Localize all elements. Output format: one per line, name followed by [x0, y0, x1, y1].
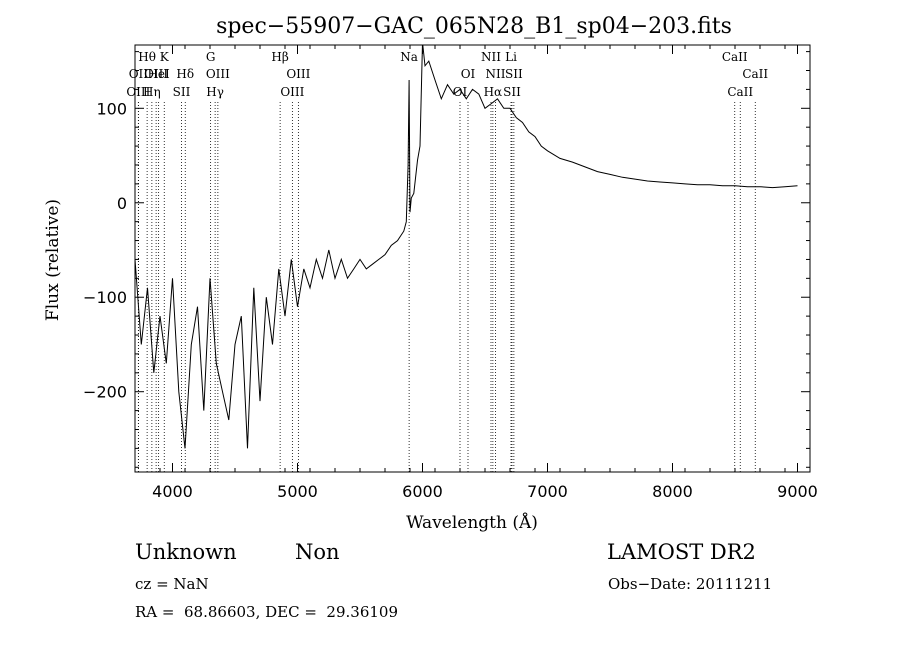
- survey-label: LAMOST DR2: [607, 540, 756, 564]
- line-label: OIII: [206, 67, 230, 81]
- spectrum-series: [135, 45, 798, 449]
- line-label: CaII: [742, 67, 768, 81]
- obs-date-label: Obs−Date: 20111211: [608, 575, 773, 593]
- line-label: OII: [129, 67, 149, 81]
- line-label: OIII: [286, 67, 310, 81]
- line-label: OIII: [144, 67, 168, 81]
- line-label: OIII: [126, 85, 150, 99]
- line-label: NII: [481, 50, 501, 64]
- chart-title: spec−55907−GAC_065N28_B1_sp04−203.fits: [216, 14, 732, 39]
- plot-area: 4000 5000 6000 7000 8000 9000 −200 −100 0 100 Hθ OI…: [83, 44, 818, 501]
- line-label: OIII: [280, 85, 304, 99]
- radec-label: RA = 68.86603, DEC = 29.36109: [135, 603, 399, 621]
- line-label: Hγ: [206, 85, 224, 99]
- line-label: OI: [461, 67, 476, 81]
- x-tick-label: 6000: [402, 482, 443, 501]
- line-label: SII: [505, 67, 523, 81]
- line-label: CaII: [727, 85, 753, 99]
- line-label: Li: [505, 50, 517, 64]
- y-tick-label: −200: [83, 383, 127, 402]
- y-axis-label: Flux (relative): [43, 199, 63, 321]
- x-tick-label: 4000: [152, 482, 193, 501]
- subclass-label: Non: [295, 540, 340, 564]
- line-label: Hβ: [271, 50, 288, 64]
- x-tick-label: 7000: [527, 482, 568, 501]
- line-label: SII: [503, 85, 521, 99]
- line-label: NII: [486, 67, 506, 81]
- line-label: Na: [400, 50, 418, 64]
- line-label: Hθ: [138, 50, 156, 64]
- y-tick-label: 100: [96, 99, 127, 118]
- line-label: CaII: [722, 50, 748, 64]
- line-label: SII: [173, 85, 191, 99]
- x-tick-label: 8000: [652, 482, 693, 501]
- line-label: Hδ: [176, 67, 194, 81]
- line-label: HeI: [147, 67, 170, 81]
- y-tick-label: −100: [83, 288, 127, 307]
- class-label: Unknown: [135, 540, 237, 564]
- line-label: G: [206, 50, 216, 64]
- x-tick-label: 5000: [277, 482, 318, 501]
- cz-label: cz = NaN: [135, 575, 209, 593]
- plot-frame: [134, 44, 811, 473]
- x-tick-label: 9000: [777, 482, 818, 501]
- x-axis-label: Wavelength (Å): [406, 512, 538, 533]
- line-label: Hη: [143, 85, 161, 99]
- line-label: Hα: [484, 85, 503, 99]
- y-tick-label: 0: [117, 194, 127, 213]
- line-label: K: [160, 50, 170, 64]
